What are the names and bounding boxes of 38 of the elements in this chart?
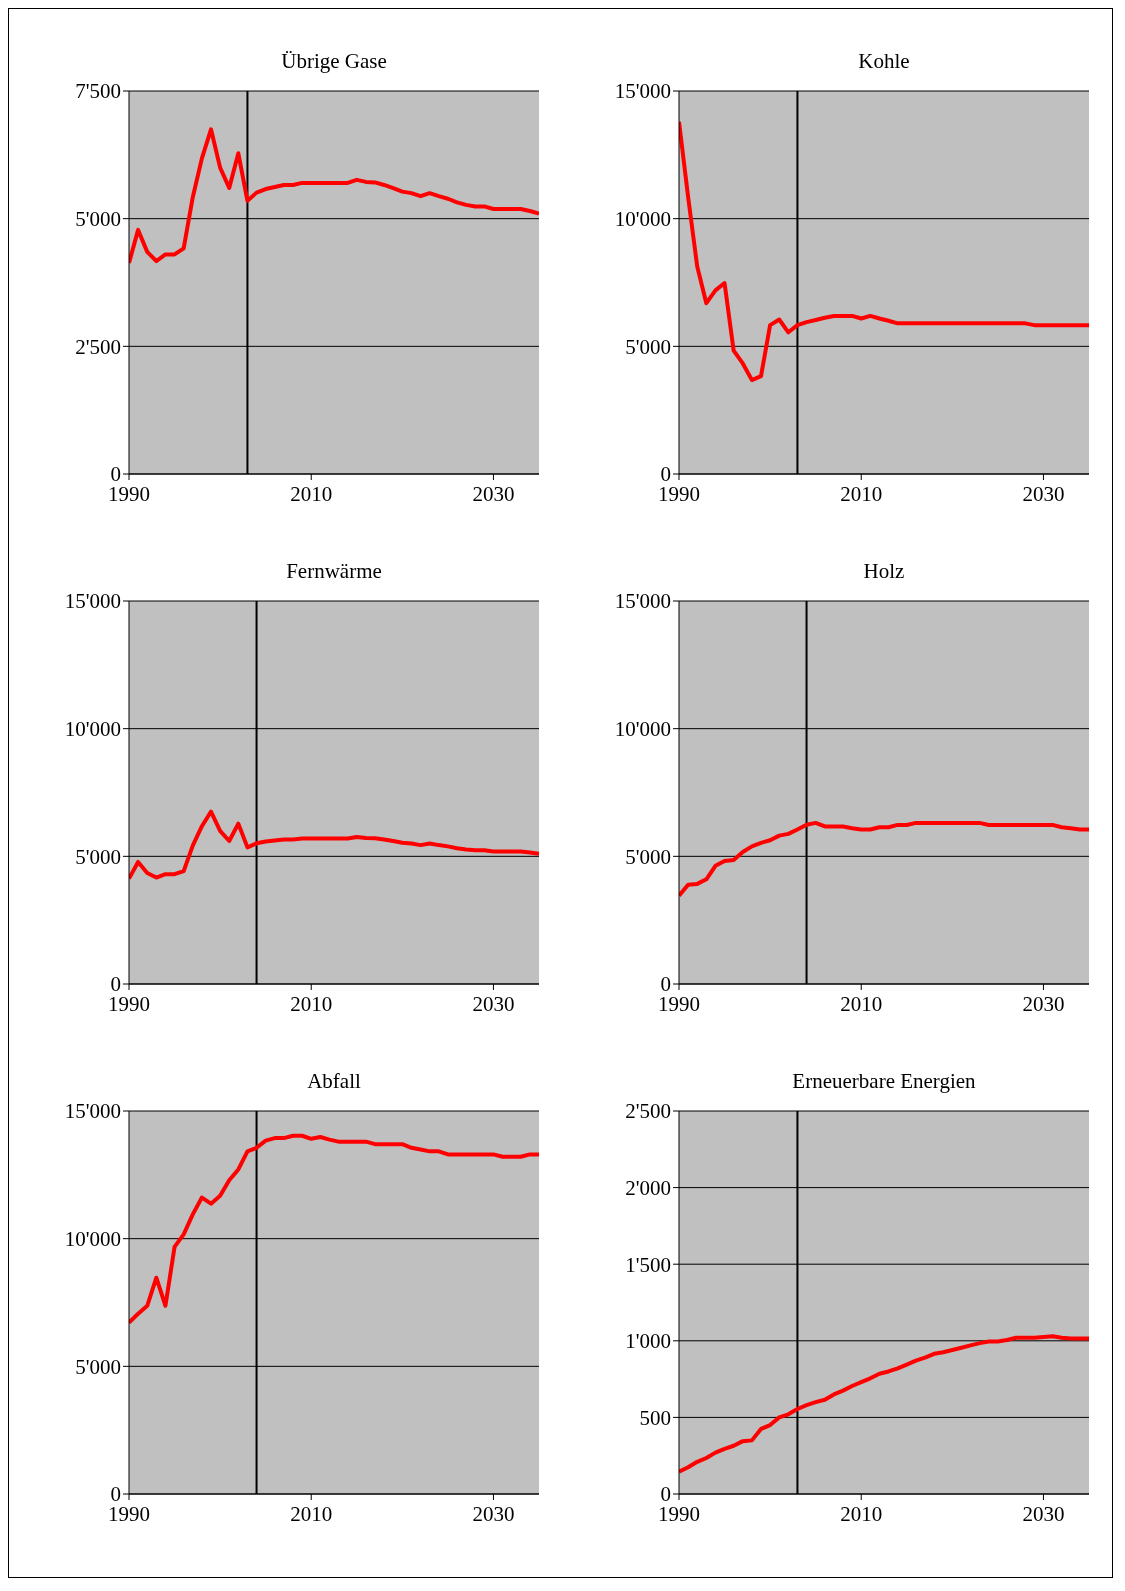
y-tick-label: 2'500 <box>75 334 121 359</box>
x-tick-label: 2010 <box>840 481 883 506</box>
x-tick-label: 2010 <box>290 481 333 506</box>
y-tick-label: 10'000 <box>614 207 671 232</box>
y-tick-label: 15'000 <box>64 589 121 614</box>
y-tick-label: 5'000 <box>75 844 121 869</box>
chart-title: Übrige Gase <box>280 49 387 75</box>
y-tick-label: 5'000 <box>625 844 671 869</box>
x-tick-label: 2030 <box>1022 481 1065 506</box>
chart-title: Fernwärme <box>285 559 382 585</box>
x-tick-label: 2010 <box>840 991 883 1016</box>
y-tick-label: 2'500 <box>625 1099 671 1124</box>
y-tick-label: 5'000 <box>625 334 671 359</box>
y-tick-label: 2'000 <box>625 1176 671 1201</box>
chart-title: Erneuerbare Energien <box>791 1069 976 1095</box>
y-tick-label: 15'000 <box>614 589 671 614</box>
chart-title: Kohle <box>857 49 910 75</box>
x-tick-label: 2030 <box>472 1501 515 1526</box>
x-tick-label: 2030 <box>1022 1501 1065 1526</box>
y-tick-label: 500 <box>639 1405 671 1430</box>
y-tick-label: 1'500 <box>625 1252 671 1277</box>
y-tick-label: 10'000 <box>614 717 671 742</box>
y-tick-label: 5'000 <box>75 1354 121 1379</box>
x-tick-label: 2030 <box>472 991 515 1016</box>
chart-title: Abfall <box>306 1069 361 1095</box>
y-tick-label: 10'000 <box>64 717 121 742</box>
y-tick-label: 15'000 <box>64 1099 121 1124</box>
x-tick-label: 2010 <box>840 1501 883 1526</box>
y-tick-label: 5'000 <box>75 207 121 232</box>
chart-title: Holz <box>862 559 905 585</box>
x-tick-label: 2030 <box>472 481 515 506</box>
y-tick-label: 1'000 <box>625 1329 671 1354</box>
x-tick-label: 2010 <box>290 991 333 1016</box>
y-tick-label: 7'500 <box>75 79 121 104</box>
x-tick-label: 2030 <box>1022 991 1065 1016</box>
y-tick-label: 10'000 <box>64 1227 121 1252</box>
y-tick-label: 15'000 <box>614 79 671 104</box>
x-tick-label: 2010 <box>290 1501 333 1526</box>
